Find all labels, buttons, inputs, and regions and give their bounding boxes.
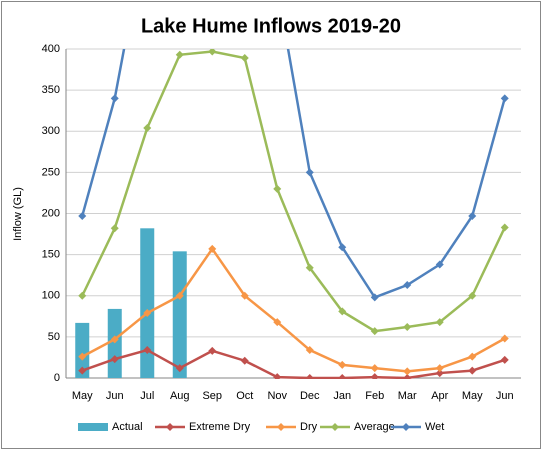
y-tick-label: 300 xyxy=(42,125,60,137)
marker xyxy=(110,355,119,364)
marker xyxy=(208,346,217,355)
y-tick-label: 50 xyxy=(48,331,60,343)
legend-label: Actual xyxy=(112,421,143,433)
marker xyxy=(403,323,412,332)
marker xyxy=(370,293,379,302)
y-tick-label: 150 xyxy=(42,249,60,261)
marker xyxy=(78,291,87,300)
marker xyxy=(240,356,249,365)
marker xyxy=(338,374,347,379)
marker xyxy=(435,318,444,327)
x-tick-label: Jul xyxy=(140,390,154,402)
marker xyxy=(435,364,444,373)
x-tick-label: Feb xyxy=(365,390,384,402)
marker xyxy=(175,50,184,59)
line xyxy=(81,50,506,333)
marker xyxy=(273,318,282,327)
x-tick-label: Nov xyxy=(267,390,287,402)
legend-label: Extreme Dry xyxy=(189,421,251,433)
marker xyxy=(338,243,347,252)
marker xyxy=(240,54,249,63)
x-tick-label: May xyxy=(72,390,93,402)
x-tick-label: Jun xyxy=(106,390,124,402)
marker xyxy=(468,291,477,300)
bar xyxy=(75,322,90,378)
x-tick-label: Oct xyxy=(236,390,253,402)
y-tick-label: 350 xyxy=(42,84,60,96)
marker xyxy=(208,49,217,56)
marker xyxy=(273,373,282,379)
y-tick-label: 200 xyxy=(42,207,60,219)
marker xyxy=(468,352,477,361)
legend-label: Wet xyxy=(425,421,444,433)
marker xyxy=(305,168,314,177)
chart-title: Lake Hume Inflows 2019-20 xyxy=(141,15,401,37)
legend-label: Dry xyxy=(300,421,318,433)
marker xyxy=(175,291,184,300)
y-tick-label: 400 xyxy=(42,43,60,55)
marker xyxy=(500,355,509,364)
marker xyxy=(110,224,119,233)
line xyxy=(81,246,506,373)
x-tick-label: Jun xyxy=(496,390,514,402)
x-tick-label: May xyxy=(462,390,483,402)
marker xyxy=(78,366,87,375)
y-tick-label: 0 xyxy=(54,372,60,384)
marker xyxy=(468,366,477,375)
legend-marker xyxy=(402,423,410,431)
marker xyxy=(403,374,412,379)
x-tick-label: Jan xyxy=(333,390,351,402)
bar xyxy=(107,308,122,378)
marker xyxy=(305,346,314,355)
marker xyxy=(78,211,87,220)
marker xyxy=(468,211,477,220)
marker xyxy=(338,360,347,369)
marker xyxy=(370,364,379,373)
legend-marker xyxy=(277,423,285,431)
marker xyxy=(208,244,217,253)
marker xyxy=(500,334,509,343)
bar xyxy=(140,228,155,378)
marker xyxy=(273,184,282,193)
marker xyxy=(110,94,119,103)
marker xyxy=(78,352,87,361)
marker xyxy=(370,373,379,379)
plot-area xyxy=(75,49,509,379)
marker xyxy=(500,223,509,232)
y-axis-label: Inflow (GL) xyxy=(12,187,24,241)
marker xyxy=(338,307,347,316)
bar xyxy=(172,251,187,378)
marker xyxy=(435,369,444,378)
x-tick-label: Dec xyxy=(300,390,320,402)
marker xyxy=(175,364,184,373)
marker xyxy=(403,367,412,376)
line xyxy=(81,49,506,299)
marker xyxy=(370,327,379,336)
x-tick-label: Sep xyxy=(202,390,222,402)
marker xyxy=(240,291,249,300)
legend-swatch xyxy=(78,423,108,431)
legend-label: Average xyxy=(354,421,395,433)
marker xyxy=(305,374,314,379)
x-tick-label: Mar xyxy=(398,390,417,402)
legend-marker xyxy=(331,423,339,431)
marker xyxy=(143,346,152,355)
marker xyxy=(500,94,509,103)
marker xyxy=(403,281,412,290)
line xyxy=(81,348,506,379)
marker xyxy=(143,309,152,318)
marker xyxy=(143,123,152,132)
y-tick-label: 250 xyxy=(42,166,60,178)
marker xyxy=(110,335,119,344)
marker xyxy=(435,260,444,269)
y-tick-label: 100 xyxy=(42,290,60,302)
x-tick-label: Aug xyxy=(170,390,190,402)
x-tick-label: Apr xyxy=(431,390,448,402)
marker xyxy=(305,263,314,272)
legend-marker xyxy=(166,423,174,431)
